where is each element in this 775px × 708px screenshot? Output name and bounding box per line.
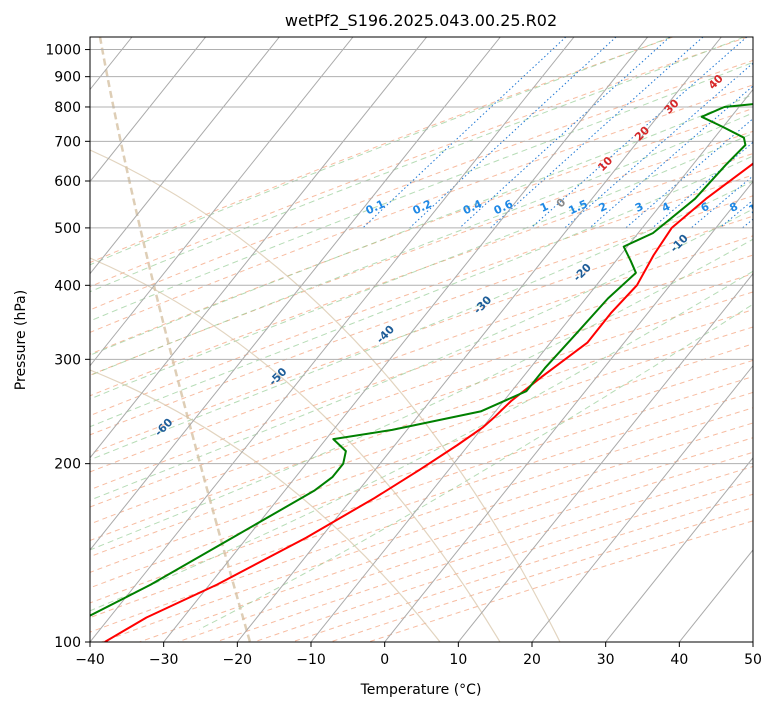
isotherm — [90, 37, 428, 459]
dry-adiabat — [90, 359, 753, 589]
chart-title: wetPf2_S196.2025.043.00.25.R02 — [285, 11, 557, 31]
x-tick-label: −10 — [296, 652, 326, 668]
isotherm — [310, 88, 753, 642]
mixing-ratio-label: 10 — [747, 198, 767, 216]
isotherm — [236, 37, 722, 642]
profile-line — [104, 162, 753, 642]
dry-adiabat — [90, 391, 753, 619]
dry-adiabat — [290, 493, 753, 642]
mixing-ratio-line — [459, 37, 671, 229]
moist-adiabat — [90, 180, 753, 461]
dry-adiabat — [90, 174, 753, 417]
isotherm — [384, 180, 753, 642]
x-tick-label: 0 — [380, 652, 389, 668]
isotherm — [605, 457, 753, 642]
background-arc — [90, 149, 561, 642]
dry-adiabat — [90, 37, 748, 288]
dry-adiabat — [90, 153, 753, 397]
x-tick-label: −40 — [75, 652, 105, 668]
dry-adiabat — [100, 422, 753, 642]
isotherm — [90, 37, 354, 367]
y-tick-label: 700 — [54, 134, 81, 150]
grid-lines — [90, 37, 753, 642]
mixing-ratio-line — [490, 37, 704, 229]
x-tick-label: −30 — [149, 652, 179, 668]
dry-adiabat — [90, 291, 753, 525]
moist-adiabat — [90, 37, 745, 293]
mixing-ratio-line — [564, 62, 753, 229]
moist-adiabat — [90, 132, 753, 400]
mixing-ratio-line — [652, 141, 753, 229]
background-lines — [90, 37, 753, 642]
isotherm — [90, 37, 280, 275]
y-tick-label: 1000 — [45, 43, 81, 59]
isotherm — [90, 37, 501, 551]
y-tick-label: 300 — [54, 352, 81, 368]
y-tick-label: 900 — [54, 70, 81, 86]
moist-adiabat — [90, 155, 753, 428]
dry-adiabat — [366, 520, 753, 642]
plot-frame — [89, 36, 754, 643]
dry-adiabat — [176, 451, 753, 642]
y-tick-label: 800 — [54, 100, 81, 116]
y-tick-label: 400 — [54, 278, 81, 294]
y-tick-label: 200 — [54, 457, 81, 473]
moist-adiabat — [90, 270, 753, 612]
x-tick-label: −20 — [223, 652, 253, 668]
y-tick-label: 100 — [54, 635, 81, 651]
moist-adiabat — [90, 61, 753, 322]
y-axis-title: Pressure (hPa) — [13, 290, 29, 390]
background-arc — [98, 37, 252, 642]
x-tick-label: 10 — [449, 652, 467, 668]
x-tick-label: 20 — [523, 652, 541, 668]
x-axis-title: Temperature (°C) — [360, 682, 482, 698]
dry-adiabat — [90, 254, 753, 491]
y-tick-label: 600 — [54, 174, 81, 190]
axes: −40 −30 −20 −10 0 10 20 30 40 50 100 200 300 400 500 60… — [45, 43, 762, 668]
sounding-profiles — [90, 103, 753, 642]
dry-adiabat — [90, 59, 753, 311]
dry-adiabat — [90, 84, 753, 333]
isotherm — [457, 272, 753, 642]
dry-adiabat — [90, 235, 753, 473]
background-arc — [90, 369, 441, 642]
dry-adiabat — [328, 507, 753, 642]
isotherm — [531, 364, 753, 642]
isotherm — [90, 37, 207, 183]
isotherm — [163, 37, 649, 642]
profile-line — [90, 103, 753, 617]
y-tick-label: 500 — [54, 221, 81, 237]
moist-adiabat — [90, 208, 753, 501]
dry-adiabat — [90, 309, 753, 542]
isotherm — [90, 37, 575, 642]
x-tick-label: 50 — [744, 652, 762, 668]
x-tick-label: 40 — [670, 652, 688, 668]
dry-adiabat — [252, 479, 753, 642]
moist-adiabat — [90, 112, 753, 377]
x-tick-label: 30 — [597, 652, 615, 668]
